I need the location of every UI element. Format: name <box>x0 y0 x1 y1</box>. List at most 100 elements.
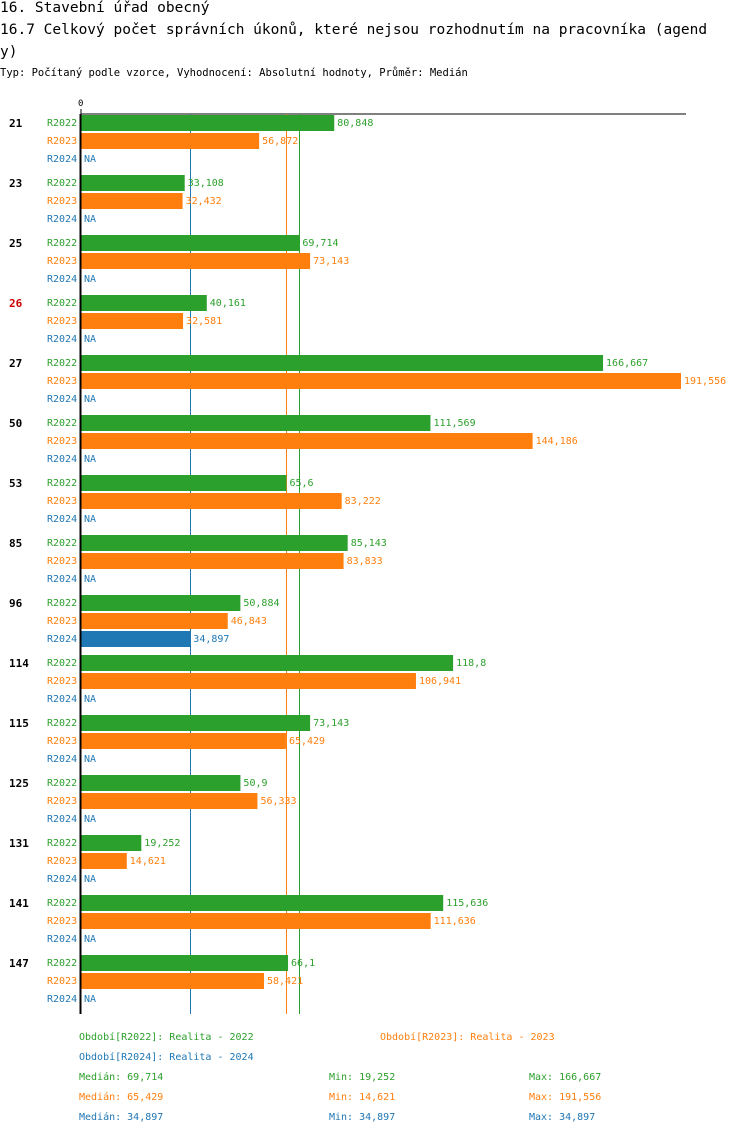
data-label: 56,333 <box>260 796 296 807</box>
stat-max: Max: 34,897 <box>529 1112 595 1123</box>
series-label: R2024 <box>47 694 77 705</box>
data-label: 14,621 <box>130 856 166 867</box>
na-label: NA <box>84 274 96 285</box>
chart-title-continuation: y) <box>0 44 18 60</box>
series-label: R2023 <box>47 436 77 447</box>
category-label: 147 <box>9 957 29 970</box>
data-label: 85,143 <box>351 538 387 549</box>
series-label: R2022 <box>47 718 77 729</box>
series-label: R2024 <box>47 814 77 825</box>
series-label: R2022 <box>47 238 77 249</box>
series-label: R2024 <box>47 574 77 585</box>
data-label: 58,421 <box>267 976 303 987</box>
bar <box>81 631 191 647</box>
bar <box>81 793 258 809</box>
na-label: NA <box>84 874 96 885</box>
series-label: R2023 <box>47 796 77 807</box>
data-label: 144,186 <box>536 436 578 447</box>
legend-entry-r2022: Období[R2022]: Realita - 2022 <box>79 1031 254 1043</box>
data-label: 65,429 <box>289 736 325 747</box>
series-label: R2024 <box>47 394 77 405</box>
data-label: 115,636 <box>446 898 488 909</box>
bar <box>81 295 207 311</box>
data-label: 69,714 <box>302 238 338 249</box>
series-label: R2022 <box>47 118 77 129</box>
data-label: 56,872 <box>262 136 298 147</box>
series-label: R2024 <box>47 454 77 465</box>
data-label: 166,667 <box>606 358 648 369</box>
category-label: 53 <box>9 477 22 490</box>
series-label: R2024 <box>47 274 77 285</box>
na-label: NA <box>84 394 96 405</box>
stat-min: Min: 14,621 <box>329 1092 395 1103</box>
page-title: 16. Stavební úřad obecný <box>0 0 210 16</box>
na-label: NA <box>84 754 96 765</box>
series-label: R2024 <box>47 994 77 1005</box>
na-label: NA <box>84 154 96 165</box>
stat-min: Min: 34,897 <box>329 1112 395 1123</box>
series-label: R2022 <box>47 778 77 789</box>
data-label: 65,6 <box>289 478 313 489</box>
legend-entry-r2023: Období[R2023]: Realita - 2023 <box>380 1031 555 1043</box>
bar <box>81 835 142 851</box>
bar <box>81 373 681 389</box>
series-label: R2023 <box>47 316 77 327</box>
data-label: 191,556 <box>684 376 726 387</box>
na-label: NA <box>84 454 96 465</box>
series-label: R2022 <box>47 658 77 669</box>
data-label: 32,581 <box>186 316 222 327</box>
bar <box>81 595 241 611</box>
series-label: R2024 <box>47 154 77 165</box>
series-label: R2022 <box>47 298 77 309</box>
bar <box>81 175 185 191</box>
bar <box>81 115 335 131</box>
data-label: 40,161 <box>210 298 246 309</box>
axis-zero-label: 0 <box>78 99 83 109</box>
data-label: 32,432 <box>186 196 222 207</box>
data-label: 50,9 <box>243 778 267 789</box>
series-label: R2024 <box>47 754 77 765</box>
data-label: 34,897 <box>193 634 229 645</box>
series-label: R2022 <box>47 538 77 549</box>
category-label: 141 <box>9 897 29 910</box>
category-label: 114 <box>9 657 29 670</box>
data-label: 73,143 <box>313 718 349 729</box>
series-label: R2023 <box>47 556 77 567</box>
stat-min: Min: 19,252 <box>329 1072 395 1083</box>
bar <box>81 955 289 971</box>
series-label: R2023 <box>47 136 77 147</box>
na-label: NA <box>84 934 96 945</box>
series-label: R2024 <box>47 934 77 945</box>
bar <box>81 253 311 269</box>
data-label: 19,252 <box>144 838 180 849</box>
na-label: NA <box>84 334 96 345</box>
na-label: NA <box>84 214 96 225</box>
category-label: 131 <box>9 837 29 850</box>
bar <box>81 415 431 431</box>
bar <box>81 553 344 569</box>
chart-title: 16.7 Celkový počet správních úkonů, kter… <box>0 22 708 38</box>
category-label: 85 <box>9 537 22 550</box>
bar <box>81 913 431 929</box>
bar <box>81 613 228 629</box>
bar <box>81 853 127 869</box>
bar <box>81 193 183 209</box>
legend-entry-r2024: Období[R2024]: Realita - 2024 <box>79 1051 254 1063</box>
series-label: R2022 <box>47 478 77 489</box>
category-label: 125 <box>9 777 29 790</box>
chart-subtitle: Typ: Počítaný podle vzorce, Vyhodnocení:… <box>0 67 468 79</box>
bar <box>81 235 300 251</box>
bar <box>81 535 348 551</box>
bar <box>81 313 184 329</box>
data-label: 118,8 <box>456 658 486 669</box>
bar <box>81 133 260 149</box>
category-label: 96 <box>9 597 23 610</box>
series-label: R2022 <box>47 838 77 849</box>
series-label: R2023 <box>47 196 77 207</box>
bar <box>81 655 454 671</box>
series-label: R2023 <box>47 976 77 987</box>
category-label: 50 <box>9 417 22 430</box>
series-label: R2024 <box>47 514 77 525</box>
series-label: R2023 <box>47 376 77 387</box>
data-label: 33,108 <box>188 178 224 189</box>
